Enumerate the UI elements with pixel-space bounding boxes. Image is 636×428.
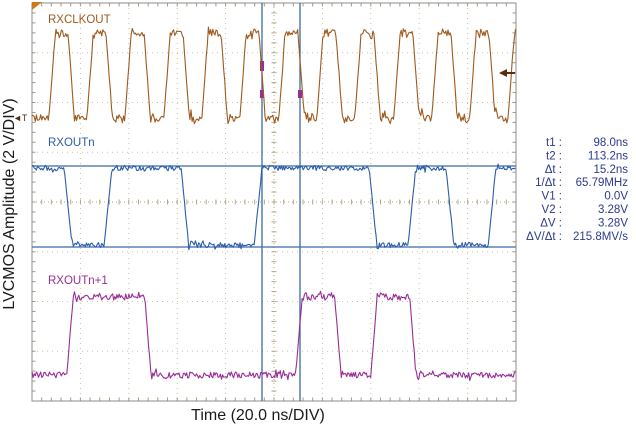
measurement-label: V1 : [542, 191, 562, 203]
measurement-label: ΔV : [540, 217, 562, 229]
graticule [31, 2, 517, 402]
graticule-border [31, 2, 517, 402]
trace-label-rxoutn1: RXOUTn+1 [48, 275, 108, 287]
waveform-rxclkout [31, 26, 517, 125]
y-axis-label: LVCMOS Amplitude (2 V/DIV) [1, 98, 18, 309]
waveform-rxoutn [31, 163, 516, 251]
waveform-traces [31, 26, 517, 382]
measurement-value: 0.0V [604, 191, 628, 203]
measurement-value: 3.28V [598, 204, 628, 216]
cursor-handle [260, 90, 264, 98]
trigger-markers: ◄T [13, 2, 515, 123]
measurement-label: 1/Δt : [535, 177, 562, 189]
trace-label-rxclkout: RXCLKOUT [48, 14, 111, 26]
trigger-position-icon [32, 2, 42, 10]
measurement-value: 98.0ns [593, 137, 628, 149]
measurement-label: Δt : [545, 164, 562, 176]
measurement-readout: t1 : 98.0ns t2 : 113.2ns Δt : 15.2ns 1/Δt : 65.… [526, 137, 628, 243]
waveform-rxoutn-1 [31, 290, 516, 382]
measurement-value: 215.8MV/s [573, 231, 628, 243]
measurement-label: ΔV/Δt : [526, 231, 562, 243]
measurement-value: 113.2ns [588, 150, 628, 162]
trace-label-rxoutn: RXOUTn [48, 137, 95, 149]
measurement-label: t2 : [546, 150, 562, 162]
measurement-label: V2 : [542, 204, 562, 216]
x-axis-label: Time (20.0 ns/DIV) [191, 407, 325, 424]
measurement-label: t1 : [546, 137, 562, 149]
measurement-value: 65.79MHz [576, 177, 629, 189]
trigger-level-icon: ◄T [13, 113, 28, 123]
cursor-handle [298, 90, 302, 98]
measurement-value: 15.2ns [593, 164, 628, 176]
measurement-value: 3.28V [598, 217, 628, 229]
trigger-arrow-icon [499, 69, 507, 77]
